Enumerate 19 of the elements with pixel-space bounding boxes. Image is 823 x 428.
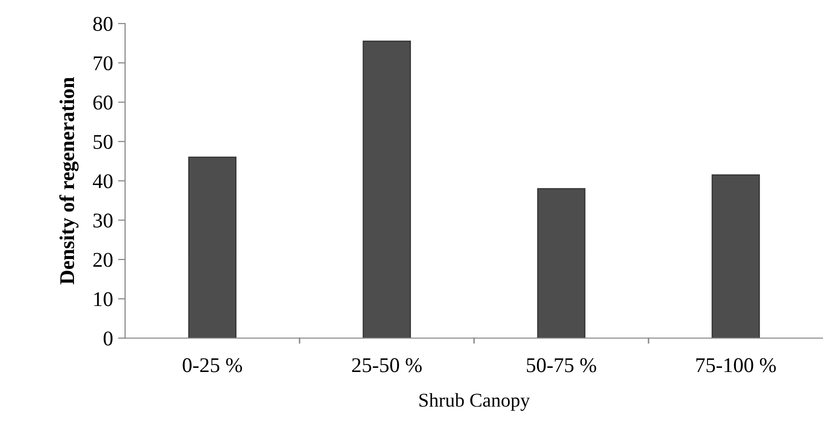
y-tick-label: 30 [93, 214, 112, 228]
y-tick-label: 60 [93, 96, 112, 110]
bar [188, 156, 236, 338]
x-tick-label: 0-25 % [182, 358, 242, 372]
y-tick-label: 50 [94, 134, 112, 149]
y-tick-label: 20 [93, 252, 112, 267]
y-tick-label: 80 [93, 16, 112, 31]
x-tick-label: 75-100 % [696, 358, 776, 372]
bar [712, 174, 760, 338]
x-tick-label: 25-50 % [352, 358, 422, 372]
bar [537, 188, 586, 338]
bar [362, 40, 411, 338]
y-tick-label: 70 [94, 56, 112, 70]
x-axis-title: Shrub Canopy [419, 393, 530, 411]
y-tick-label: 10 [94, 292, 112, 306]
y-axis-title: Density of regeneration [59, 77, 79, 284]
y-tick-label: 0 [104, 331, 112, 346]
x-tick-label: 50-75 % [526, 358, 596, 372]
y-tick-label: 40 [92, 174, 112, 188]
